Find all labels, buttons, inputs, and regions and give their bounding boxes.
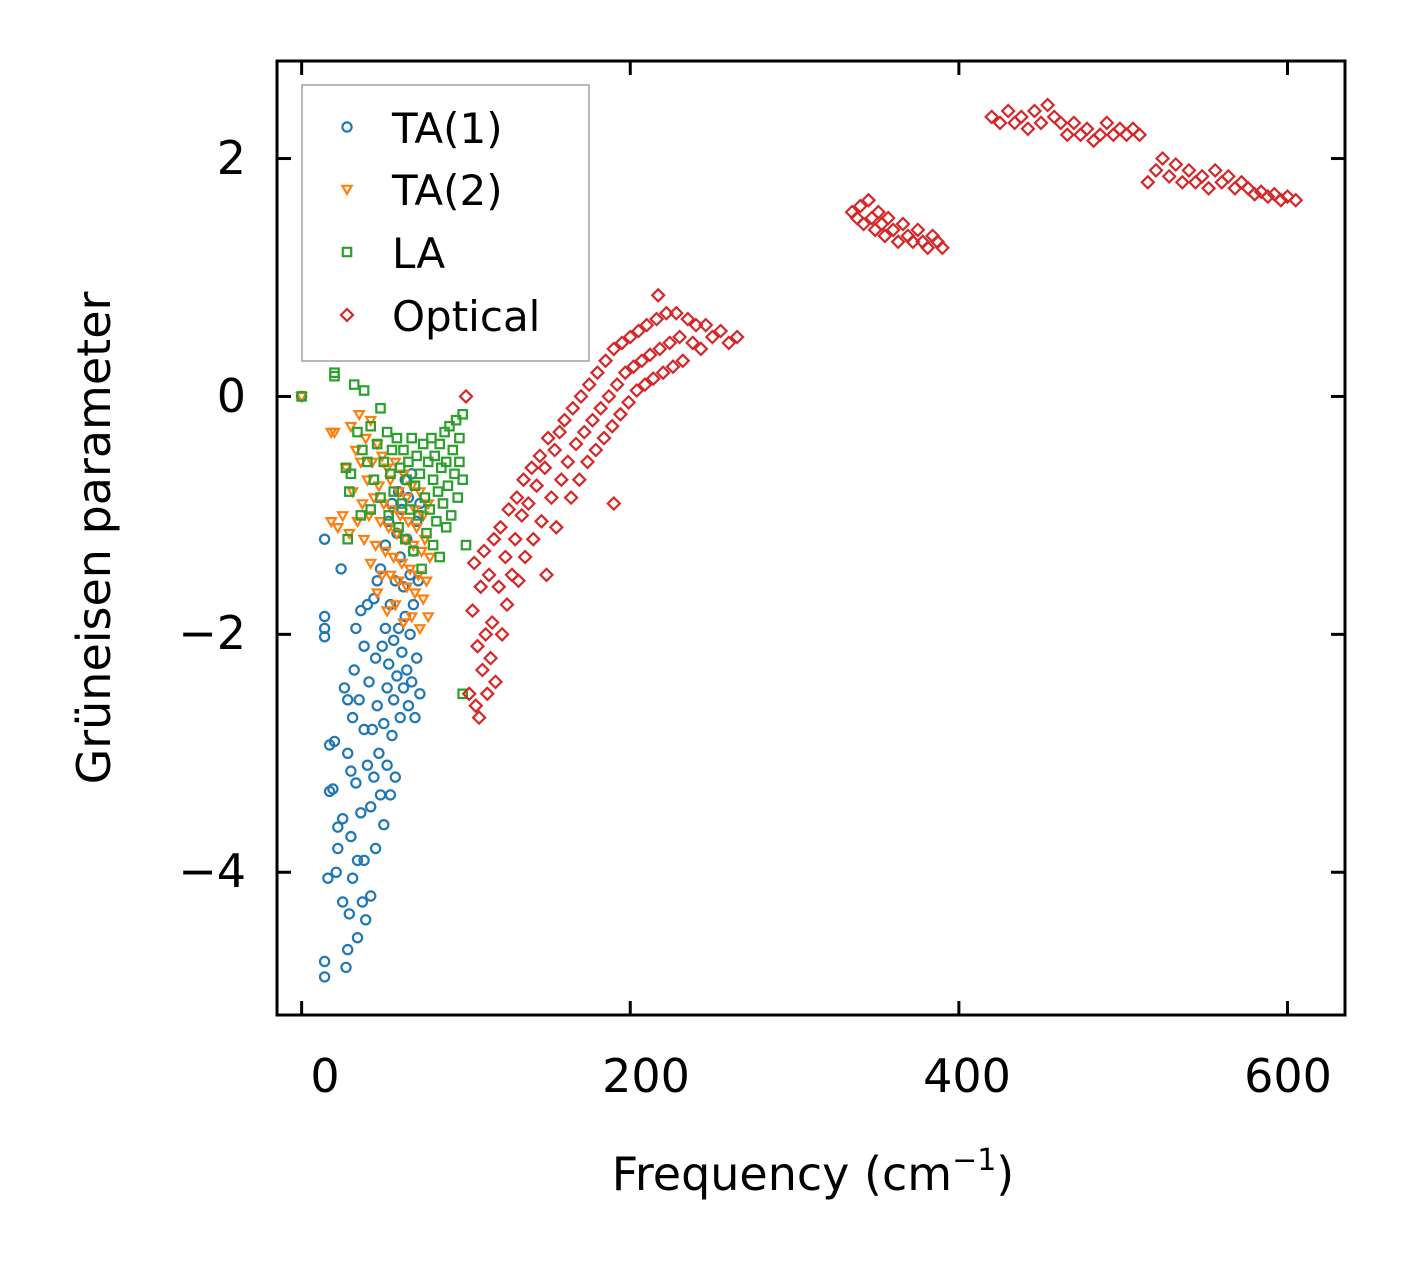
x-axis-title-superscript: −1	[952, 1143, 996, 1178]
x-axis-title: Frequency (cm−1)	[612, 1143, 1015, 1201]
y-tick-label: −2	[178, 606, 246, 660]
x-axis-title-end: )	[996, 1147, 1014, 1201]
legend-label-optical: Optical	[392, 292, 540, 341]
x-axis-title-main: Frequency (cm	[612, 1147, 952, 1201]
x-tick-label: 200	[602, 1049, 690, 1103]
legend-label-ta1: TA(1)	[391, 104, 503, 153]
legend-label-la: LA	[392, 229, 445, 278]
x-tick-label: 0	[310, 1049, 339, 1103]
y-axis-title: Grüneisen parameter	[67, 291, 121, 784]
y-tick-label: −4	[178, 844, 246, 898]
x-tick-label: 400	[923, 1049, 1011, 1103]
y-tick-label: 0	[217, 369, 246, 423]
legend: TA(1) TA(2) LA Optical	[301, 84, 590, 362]
legend-label-ta2: TA(2)	[391, 166, 503, 215]
y-tick-label: 2	[217, 131, 246, 185]
x-tick-label: 600	[1244, 1049, 1332, 1103]
plot-frame	[275, 59, 1347, 1017]
axis-ticks	[277, 61, 1345, 1015]
